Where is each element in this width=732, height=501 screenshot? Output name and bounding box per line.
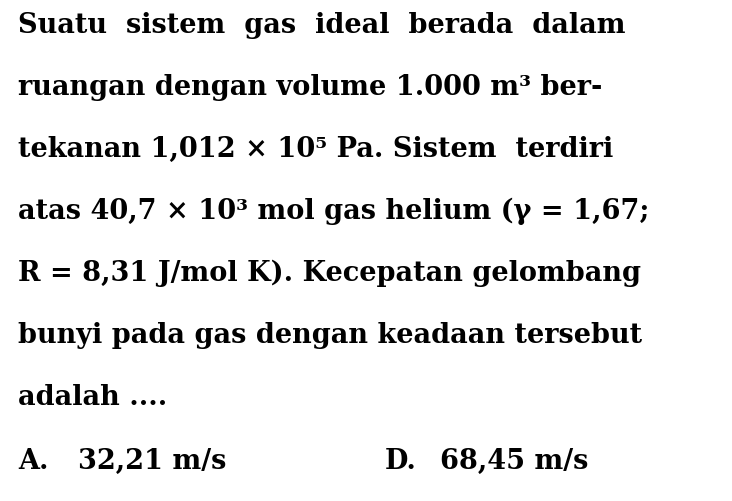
Text: A.: A. bbox=[18, 447, 48, 474]
Text: tekanan 1,012 × 10⁵ Pa. Sistem  terdiri: tekanan 1,012 × 10⁵ Pa. Sistem terdiri bbox=[18, 136, 613, 163]
Text: adalah ....: adalah .... bbox=[18, 383, 167, 410]
Text: ruangan dengan volume 1.000 m³ ber-: ruangan dengan volume 1.000 m³ ber- bbox=[18, 74, 602, 101]
Text: D.: D. bbox=[385, 447, 417, 474]
Text: bunyi pada gas dengan keadaan tersebut: bunyi pada gas dengan keadaan tersebut bbox=[18, 321, 642, 348]
Text: 32,21 m/s: 32,21 m/s bbox=[78, 447, 226, 474]
Text: 68,45 m/s: 68,45 m/s bbox=[440, 447, 589, 474]
Text: atas 40,7 × 10³ mol gas helium (γ = 1,67;: atas 40,7 × 10³ mol gas helium (γ = 1,67… bbox=[18, 197, 649, 225]
Text: R = 8,31 J/mol K). Kecepatan gelombang: R = 8,31 J/mol K). Kecepatan gelombang bbox=[18, 260, 641, 287]
Text: Suatu  sistem  gas  ideal  berada  dalam: Suatu sistem gas ideal berada dalam bbox=[18, 12, 626, 39]
